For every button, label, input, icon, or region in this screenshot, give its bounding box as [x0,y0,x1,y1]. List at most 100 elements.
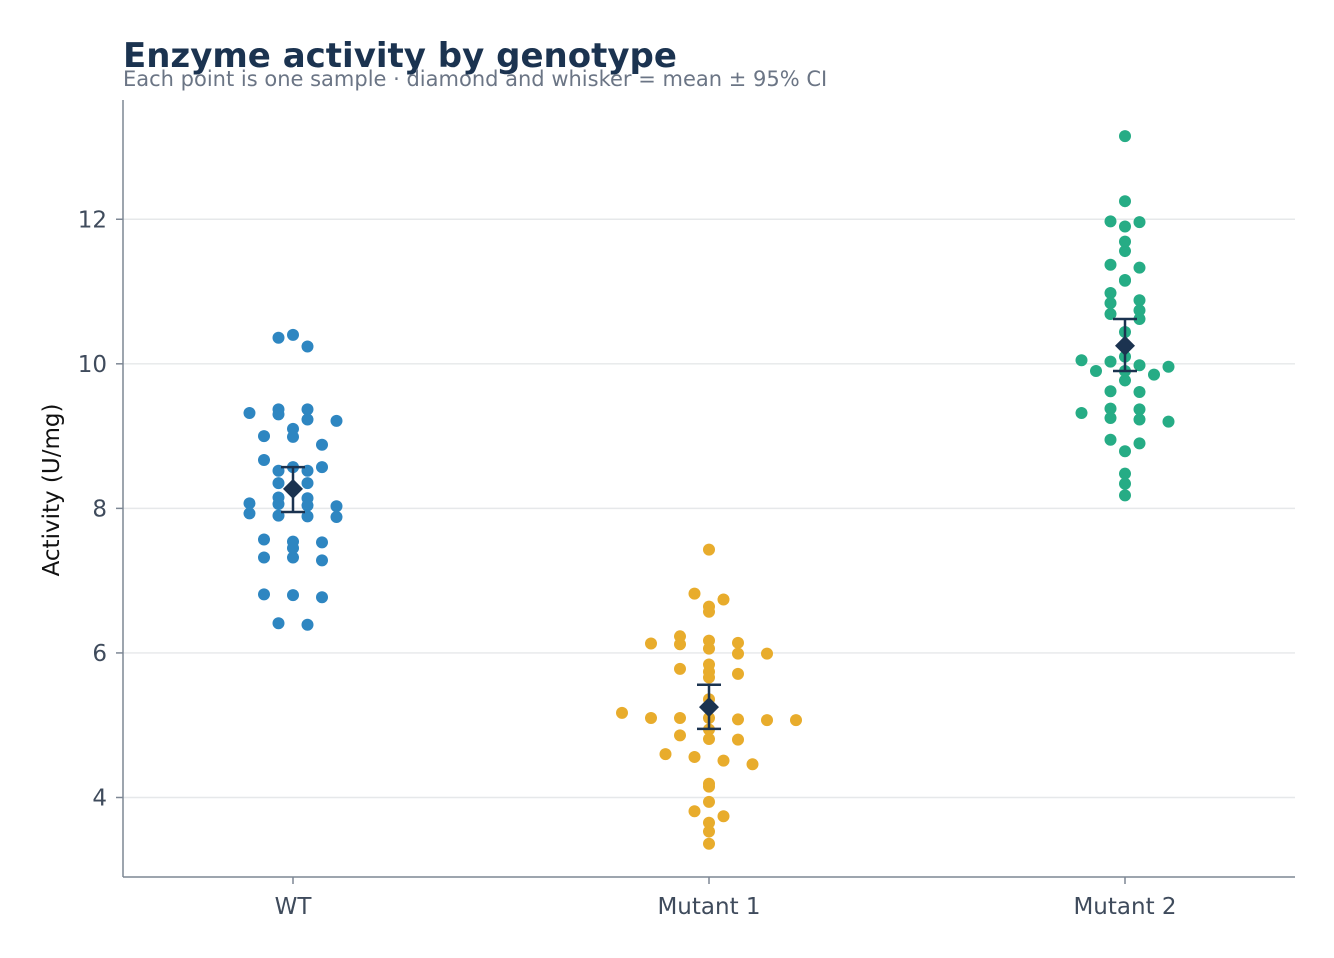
data-point [301,618,314,631]
data-point [1133,403,1146,416]
data-point [645,711,657,724]
data-point [688,587,701,600]
x-tick-label: Mutant 2 [1073,894,1176,920]
mean-diamond [1115,335,1135,356]
data-point [272,408,285,421]
data-point [1133,294,1146,307]
y-tick-label: 10 [78,352,107,378]
data-point [1162,360,1175,373]
data-point [674,662,686,675]
data-point [717,754,730,767]
data-point [1104,355,1117,368]
data-point [287,430,299,443]
data-point [243,497,256,510]
data-point [732,667,744,680]
data-point [258,551,270,564]
data-point [1133,359,1146,372]
data-point [1119,195,1131,208]
data-point [1119,235,1131,248]
data-point [703,825,715,838]
data-point [330,500,343,513]
data-point [1090,365,1102,378]
data-point [1133,216,1146,229]
y-axis-label: Activity (U/mg) [39,404,65,577]
data-point [330,414,343,427]
data-point [316,591,328,604]
data-point [1104,385,1117,398]
data-point [746,758,759,771]
data-point [703,795,715,808]
data-point [1119,220,1131,233]
data-point [1162,415,1175,428]
chart-title: Enzyme activity by genotype [123,36,677,76]
data-point [1104,433,1117,446]
data-point [703,642,715,655]
data-point [1119,445,1131,458]
y-ticks: 4 6 8 10 12 [78,207,123,811]
data-point [1119,130,1131,143]
data-point [703,837,715,850]
data-point [1104,307,1117,320]
data-point [1119,477,1131,490]
data-point [1104,286,1117,299]
data-point [287,551,299,564]
data-point [301,413,314,426]
data-point [790,714,802,727]
data-points [243,130,1175,850]
x-ticks: WT Mutant 1 Mutant 2 [275,877,1177,920]
data-point [316,536,328,549]
data-point [674,729,686,742]
data-point [703,732,715,745]
data-point [258,533,270,546]
data-point [316,554,328,567]
data-point [1133,261,1146,274]
data-point [1148,368,1160,381]
data-point [645,637,657,650]
data-point [1104,412,1117,425]
data-point [1104,258,1117,271]
data-point [301,403,314,416]
data-point [272,331,285,344]
data-point [1104,215,1117,228]
data-point [301,499,314,512]
chart-subtitle: Each point is one sample · diamond and w… [123,67,827,91]
data-point [674,711,686,724]
mean-markers [281,317,1137,731]
y-tick-label: 6 [92,641,107,667]
data-point [703,671,715,684]
x-tick-label: WT [275,894,313,920]
data-point [732,733,744,746]
data-point [1104,402,1117,415]
data-point [688,805,701,818]
data-point [1119,374,1131,387]
data-point [761,647,773,660]
data-point [243,507,256,520]
data-point [1075,354,1088,367]
data-point [1133,386,1146,399]
data-point [316,461,328,474]
data-point [761,714,773,727]
data-point [732,636,744,649]
data-point [272,498,285,511]
data-point [1133,413,1146,426]
data-point [1133,313,1146,326]
data-point [732,713,744,726]
data-point [258,430,270,443]
data-point [674,638,686,651]
data-point [703,816,715,829]
y-tick-label: 8 [92,496,107,522]
data-point [1104,297,1117,310]
data-point [258,588,270,601]
mean-diamond [699,697,719,718]
data-point [703,605,715,618]
data-point [258,453,270,466]
data-point [287,589,299,602]
x-tick-label: Mutant 1 [657,894,760,920]
mean-diamond [283,478,303,499]
data-point [287,328,299,341]
data-point [703,543,715,556]
data-point [1133,304,1146,317]
data-point [1075,406,1088,419]
data-point [316,438,328,451]
